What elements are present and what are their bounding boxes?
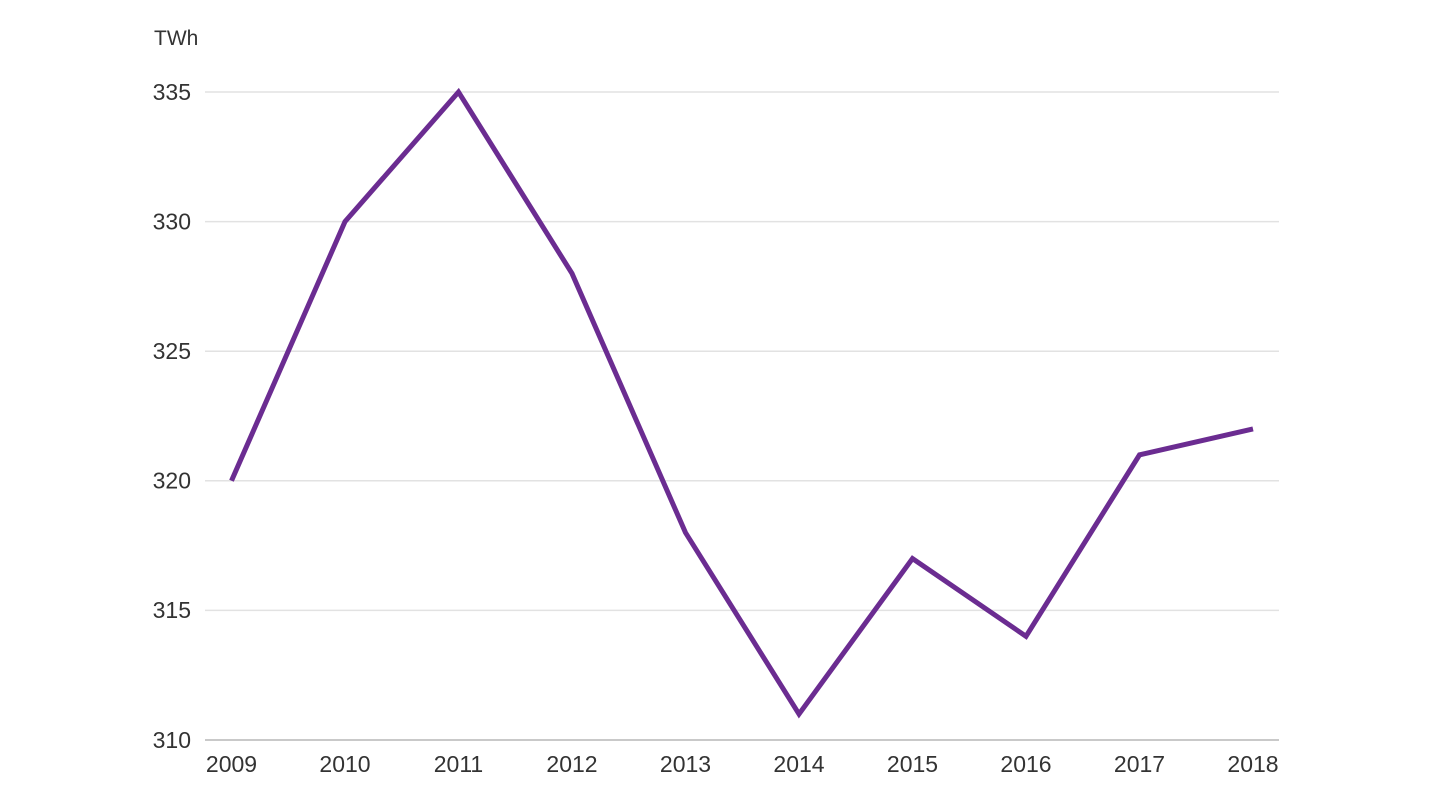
y-axis-tick-label: 325 (153, 338, 191, 364)
x-axis-tick-label: 2015 (887, 751, 938, 777)
y-axis-tick-label: 315 (153, 597, 191, 623)
y-axis-tick-label: 335 (153, 79, 191, 105)
x-axis-tick-label: 2013 (660, 751, 711, 777)
x-axis-tick-label: 2014 (773, 751, 824, 777)
y-axis-tick-label: 320 (153, 468, 191, 494)
y-axis-tick-label: 330 (153, 208, 191, 234)
x-axis-tick-label: 2017 (1114, 751, 1165, 777)
x-axis-tick-label: 2011 (434, 751, 483, 777)
y-axis-tick-label: 310 (153, 727, 191, 753)
x-axis-tick-label: 2010 (319, 751, 370, 777)
y-axis-unit-label: TWh (154, 27, 198, 50)
x-axis-tick-label: 2012 (546, 751, 597, 777)
x-axis-tick-label: 2016 (1000, 751, 1051, 777)
x-axis-tick-label: 2009 (206, 751, 257, 777)
x-axis-tick-label: 2018 (1227, 751, 1278, 777)
data-line-series (229, 87, 1254, 719)
